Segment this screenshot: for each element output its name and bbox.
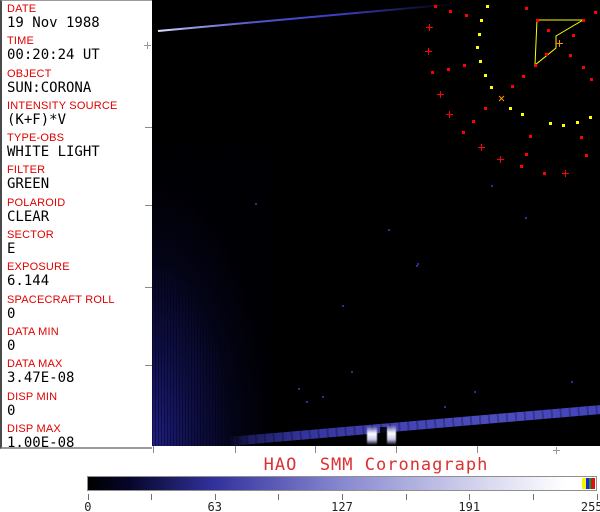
metadata-panel: DATE 19 Nov 1988 TIME 00:20:24 UT OBJECT SUN:… xyxy=(0,0,152,451)
metadata-field-label: DISP MAX xyxy=(7,422,61,435)
colorbar-tick xyxy=(87,494,89,500)
intensity-colorbar xyxy=(87,476,597,491)
metadata-field-value: SUN:CORONA xyxy=(7,79,92,96)
colorbar-tick-label: 191 xyxy=(458,500,481,512)
metadata-field: POLAROID CLEAR xyxy=(7,197,152,229)
frame-tick xyxy=(234,446,236,453)
metadata-field-value: WHITE LIGHT xyxy=(7,144,100,161)
metadata-field: EXPOSURE 6.144 xyxy=(7,261,152,293)
metadata-field: SPACECRAFT ROLL 0 xyxy=(7,294,152,326)
upper-streak xyxy=(157,2,457,32)
image-caption: HAO SMM Coronagraph xyxy=(263,455,489,475)
metadata-field-value: 0 xyxy=(7,305,16,322)
metadata-field: FILTER GREEN xyxy=(7,164,152,196)
frame-tick xyxy=(395,446,397,453)
metadata-field: TIME 00:20:24 UT xyxy=(7,35,152,67)
colorbar-tick xyxy=(469,494,471,500)
metadata-field: DISP MIN 0 xyxy=(7,391,152,423)
metadata-field-label: POLAROID xyxy=(7,196,66,209)
metadata-field-value: 0 xyxy=(7,337,16,354)
frame-tick xyxy=(152,446,154,453)
metadata-field-label: TYPE-OBS xyxy=(7,132,65,145)
metadata-field-label: DATA MIN xyxy=(7,325,59,338)
bright-stripe xyxy=(367,426,377,445)
metadata-field-value: 3.47E-08 xyxy=(7,370,75,387)
frame-plus-marker xyxy=(552,446,560,454)
colorbar-tick xyxy=(405,494,407,500)
colorbar-tick-label: 0 xyxy=(84,500,92,512)
metadata-field: DATA MIN 0 xyxy=(7,326,152,358)
colorbar-tick-label: 255 xyxy=(580,500,600,512)
colorbar-tick xyxy=(532,494,534,500)
metadata-field: OBJECT SUN:CORONA xyxy=(7,68,152,100)
metadata-field-label: EXPOSURE xyxy=(7,261,70,274)
frame-tick xyxy=(476,446,478,453)
colorbar-end-stripes xyxy=(582,478,595,489)
lower-dust-band xyxy=(227,404,600,446)
colorbar-tick xyxy=(151,494,153,500)
colorbar-tick xyxy=(342,494,343,500)
colorbar-tick xyxy=(596,494,598,500)
colorbar-reference-stripe xyxy=(582,478,586,489)
colorbar-tick xyxy=(278,494,280,500)
colorbar-tick xyxy=(214,494,216,500)
metadata-field-label: SECTOR xyxy=(7,229,54,242)
metadata-field-value: CLEAR xyxy=(7,208,50,225)
metadata-field: DATA MAX 3.47E-08 xyxy=(7,358,152,390)
colorbar-reference-stripe xyxy=(586,478,589,489)
metadata-field-value: 1.00E-08 xyxy=(7,434,75,451)
metadata-field: TYPE-OBS WHITE LIGHT xyxy=(7,132,152,164)
metadata-field: DISP MAX 1.00E-08 xyxy=(7,423,152,455)
metadata-field-label: DISP MIN xyxy=(7,390,58,403)
bright-stripe xyxy=(387,425,396,445)
frame-tick xyxy=(314,446,316,453)
metadata-field: SECTOR E xyxy=(7,229,152,261)
metadata-field: DATE 19 Nov 1988 xyxy=(7,3,152,35)
metadata-field-label: DATE xyxy=(7,3,37,15)
colorbar-reference-stripe xyxy=(589,478,591,489)
colorbar-tick-label: 127 xyxy=(331,500,353,512)
metadata-field-value: 0 xyxy=(7,402,16,419)
colorbar-reference-stripe xyxy=(591,478,595,489)
metadata-field-value: 6.144 xyxy=(7,273,50,290)
metadata-field-value: 00:20:24 UT xyxy=(7,47,100,64)
metadata-field-value: (K+F)*V xyxy=(7,111,67,128)
metadata-field-label: DATA MAX xyxy=(7,358,63,371)
band-gap xyxy=(380,427,387,444)
metadata-field-value: E xyxy=(7,241,16,258)
metadata-field-label: INTENSITY SOURCE xyxy=(7,99,118,112)
metadata-field: INTENSITY SOURCE (K+F)*V xyxy=(7,100,152,132)
metadata-field-value: GREEN xyxy=(7,176,50,193)
metadata-field-value: 19 Nov 1988 xyxy=(7,15,100,31)
metadata-field-label: SPACECRAFT ROLL xyxy=(7,293,115,306)
metadata-field-label: TIME xyxy=(7,35,35,48)
corona-glow xyxy=(152,146,272,446)
colorbar-tick-label: 63 xyxy=(207,500,222,512)
metadata-field-label: FILTER xyxy=(7,164,46,177)
metadata-field-label: OBJECT xyxy=(7,67,52,80)
coronagraph-image[interactable] xyxy=(152,0,600,446)
